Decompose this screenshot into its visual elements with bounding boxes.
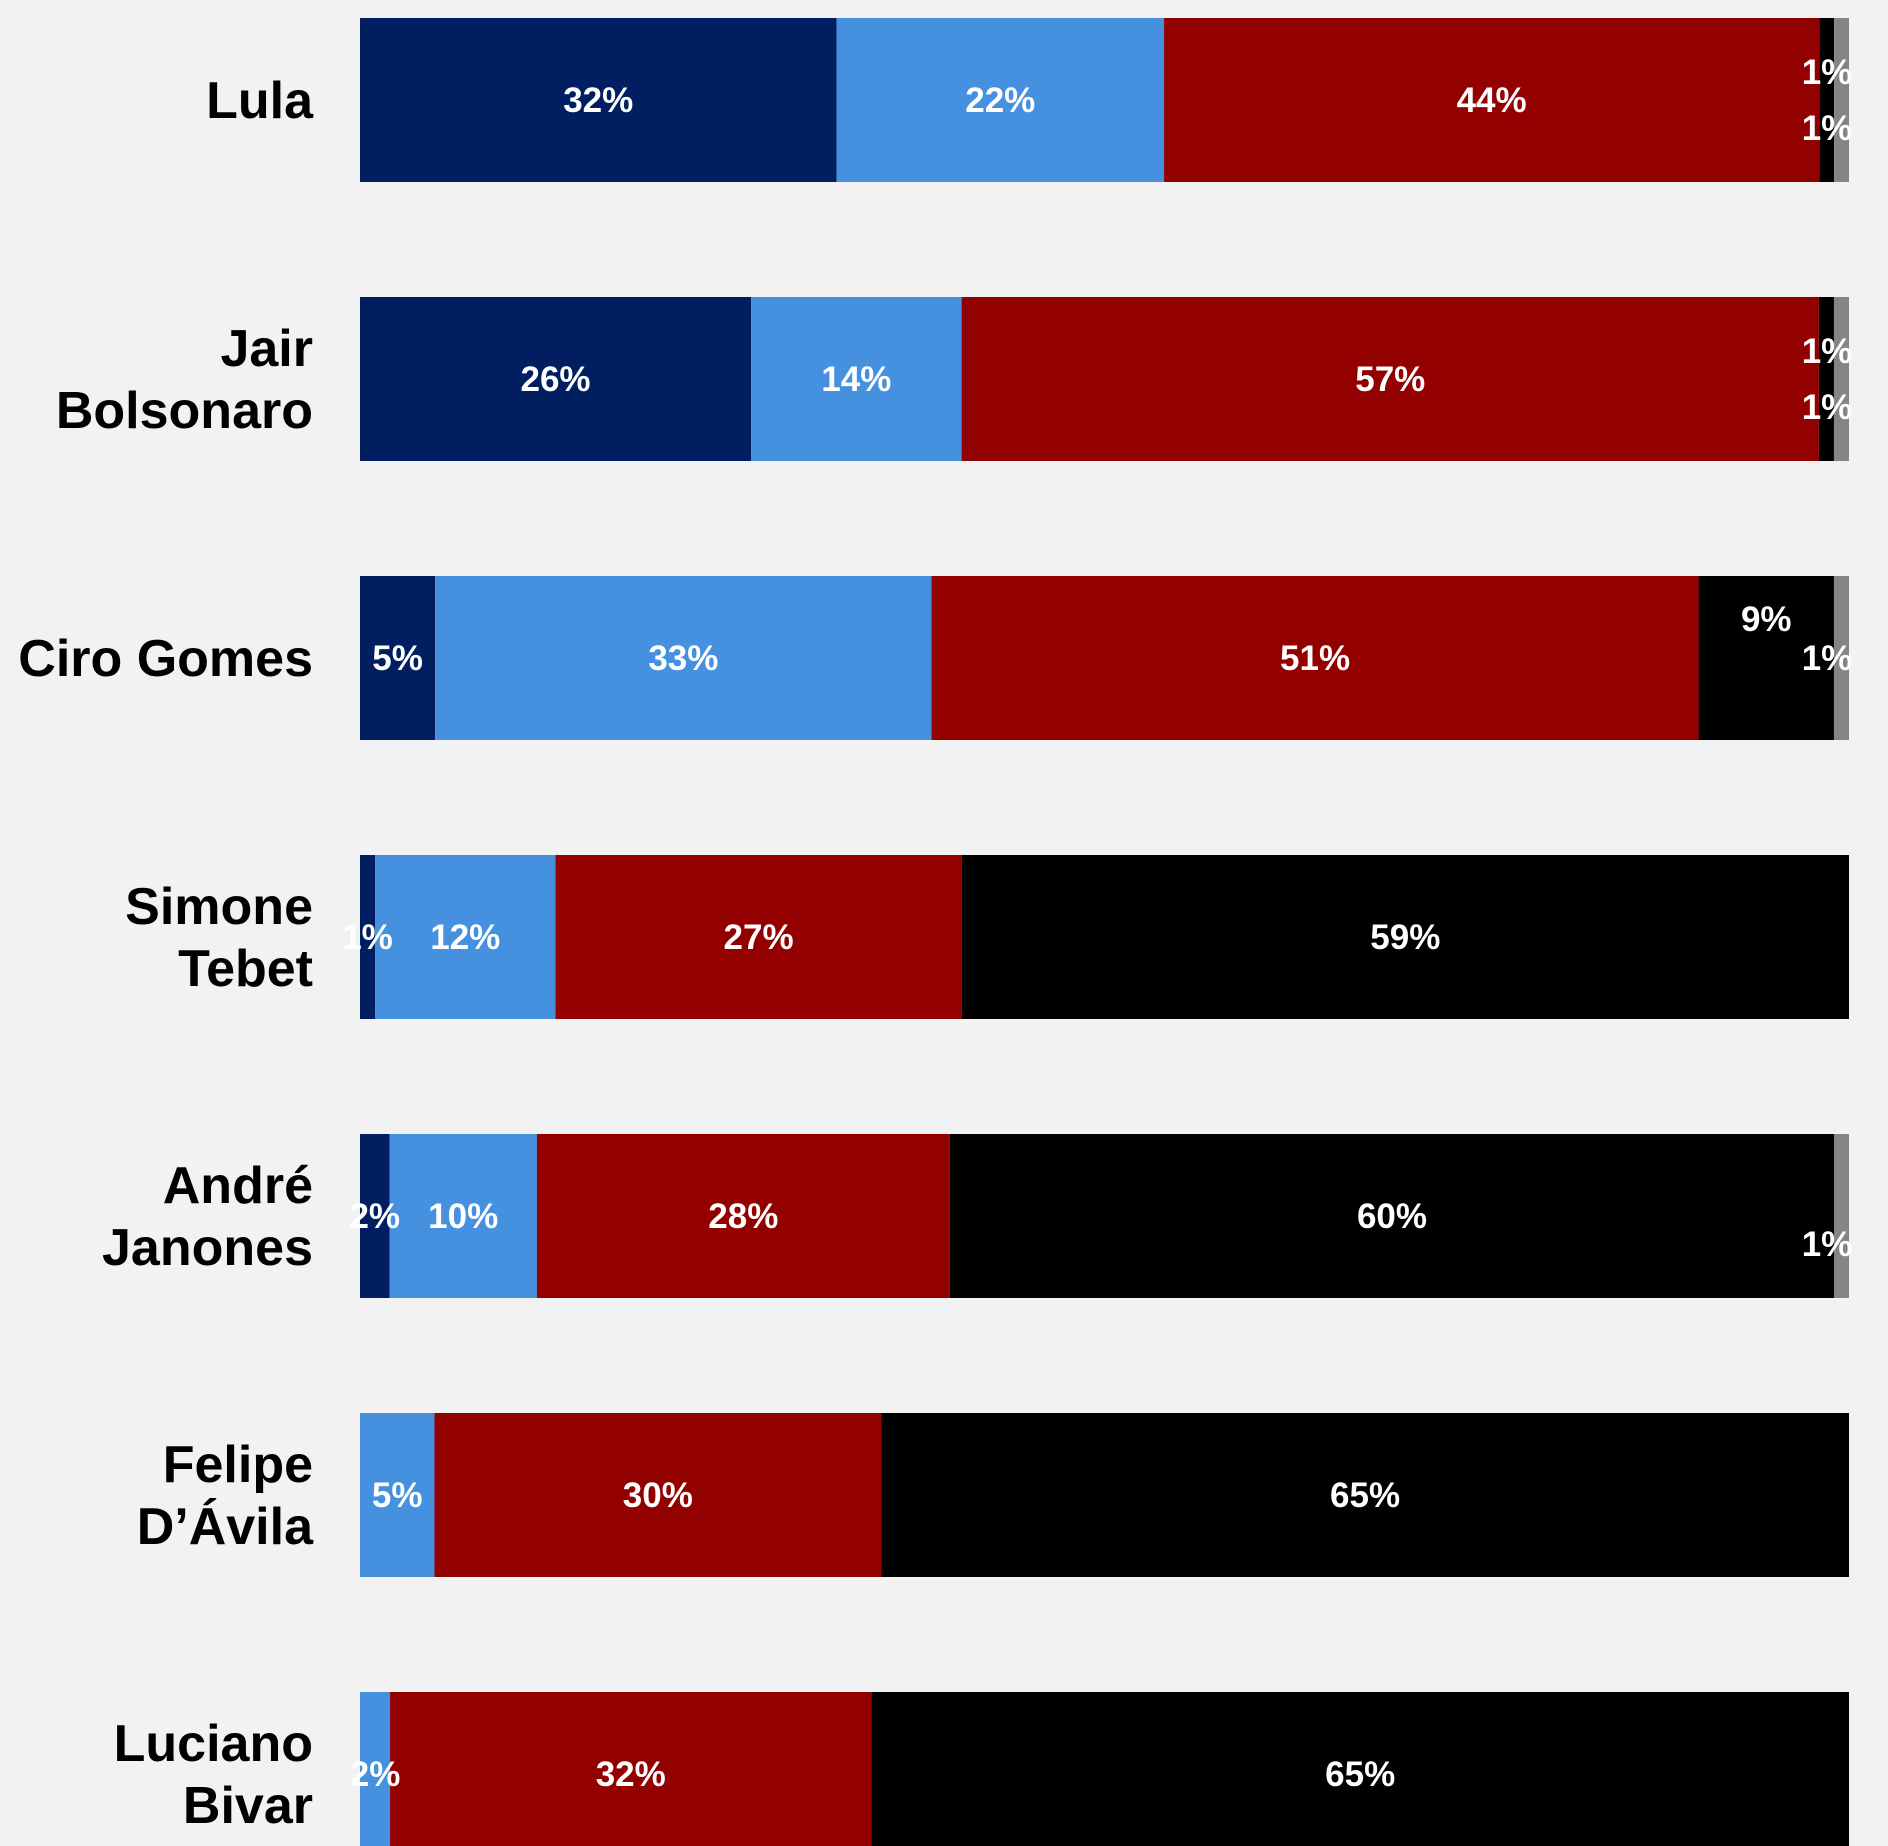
data-label: 1%: [1802, 1225, 1853, 1264]
category-label: Jair Bolsonaro: [56, 320, 313, 440]
bar-segment-s1: [360, 855, 376, 1019]
bar-segment-s4: [1698, 576, 1834, 740]
data-label: 65%: [1325, 1755, 1395, 1794]
data-label: 65%: [1330, 1476, 1400, 1515]
category-label: Lula: [206, 72, 314, 130]
bar-segment-s4: [961, 855, 1849, 1019]
bar-segment-s4: [871, 1692, 1849, 1846]
category-label: Luciano Bivar: [114, 1715, 313, 1835]
category-label-line: Ciro Gomes: [18, 630, 313, 688]
data-label: 5%: [372, 1476, 423, 1515]
category-label-line: Felipe: [163, 1436, 313, 1494]
bar-segment-s1: [360, 576, 436, 740]
data-label: 9%: [1741, 600, 1792, 639]
bar-segment-s5: [1833, 576, 1849, 740]
bar-segment-s4: [1819, 18, 1835, 182]
bars-group: [360, 18, 1849, 1846]
data-label: 1%: [1802, 332, 1853, 371]
bar-segment-s3: [961, 297, 1819, 461]
bar-segment-s3: [434, 1413, 882, 1577]
category-labels-group: Lula Jair Bolsonaro Ciro Gomes Simone Tebet An…: [18, 72, 314, 1835]
data-label: 1%: [1802, 53, 1853, 92]
data-label: 28%: [708, 1197, 778, 1236]
bar-segment-s3: [931, 576, 1699, 740]
bar-segment-s1: [360, 297, 752, 461]
data-label: 12%: [430, 918, 500, 957]
data-label: 1%: [342, 918, 393, 957]
category-label-line: Jair: [220, 320, 313, 378]
category-label-line: Bolsonaro: [56, 382, 313, 440]
data-label: 32%: [563, 81, 633, 120]
category-label-line: Tebet: [178, 940, 313, 998]
bar-segment-s3: [555, 855, 962, 1019]
data-label: 1%: [1802, 388, 1853, 427]
data-label: 1%: [1802, 109, 1853, 148]
data-label: 33%: [648, 639, 718, 678]
bar-segment-s2: [751, 297, 962, 461]
category-label-line: Lula: [206, 72, 314, 130]
category-label: Simone Tebet: [125, 878, 313, 998]
data-label: 51%: [1280, 639, 1350, 678]
bar-segment-s4: [1818, 297, 1834, 461]
data-label: 44%: [1457, 81, 1527, 120]
category-label-line: Bivar: [183, 1777, 313, 1835]
data-label: 27%: [724, 918, 794, 957]
data-labels-group: 32% 22% 44% 1% 1% 26% 14% 57% 1% 1% 5% 33% 51% 9% 1% 1%…: [342, 53, 1852, 1794]
bar-segment-s3: [1164, 18, 1820, 182]
category-label: André Janones: [102, 1157, 313, 1277]
bar-segment-s4: [949, 1134, 1835, 1298]
data-label: 30%: [623, 1476, 693, 1515]
category-label: Felipe D’Ávila: [137, 1436, 314, 1556]
bar-segment-s5: [1834, 1134, 1849, 1298]
category-label-line: André: [163, 1157, 313, 1215]
category-label-line: Janones: [102, 1219, 313, 1277]
data-label: 10%: [428, 1197, 498, 1236]
bar-segment-s3: [536, 1134, 950, 1298]
bar-segment-s3: [390, 1692, 872, 1846]
data-label: 1%: [1802, 639, 1853, 678]
data-label: 22%: [965, 81, 1035, 120]
bar-segment-s2: [389, 1134, 537, 1298]
data-label: 2%: [350, 1755, 401, 1794]
bar-segment-s2: [836, 18, 1165, 182]
data-label: 60%: [1357, 1197, 1427, 1236]
data-label: 5%: [372, 639, 423, 678]
data-label: 26%: [520, 360, 590, 399]
category-label-line: D’Ávila: [137, 1498, 314, 1556]
bar-segment-s5: [1833, 297, 1849, 461]
bar-segment-s2: [435, 576, 932, 740]
bar-segment-s4: [881, 1413, 1849, 1577]
category-label: Ciro Gomes: [18, 630, 313, 688]
bar-segment-s1: [360, 18, 837, 182]
category-label-line: Luciano: [114, 1715, 313, 1773]
bar-segment-s1: [360, 1134, 390, 1298]
category-label-line: Simone: [125, 878, 313, 936]
bar-segment-s5: [1834, 18, 1849, 182]
data-label: 32%: [596, 1755, 666, 1794]
data-label: 57%: [1355, 360, 1425, 399]
bar-segment-s2: [360, 1692, 391, 1846]
data-label: 59%: [1370, 918, 1440, 957]
data-label: 2%: [349, 1197, 400, 1236]
data-label: 14%: [821, 360, 891, 399]
bar-segment-s2: [375, 855, 556, 1019]
bar-segment-s2: [360, 1413, 435, 1577]
